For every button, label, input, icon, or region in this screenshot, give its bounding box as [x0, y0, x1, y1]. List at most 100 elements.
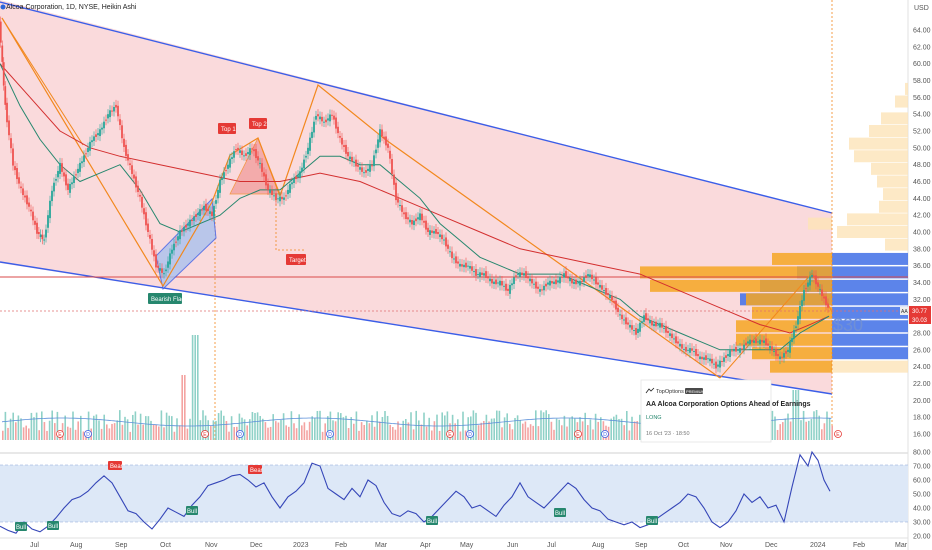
volume-bar	[410, 412, 412, 440]
candle-body	[427, 227, 429, 232]
candle-body	[0, 21, 2, 43]
candle-body	[169, 253, 171, 265]
volume-bar	[98, 420, 100, 440]
volume-bar	[787, 413, 789, 440]
volume-profile-row	[832, 347, 908, 360]
volume-bar	[628, 430, 631, 440]
volume-bar	[22, 427, 25, 440]
candle-body	[657, 324, 659, 326]
svg-text:Bull: Bull	[647, 519, 657, 525]
volume-bar	[555, 418, 558, 440]
candle-body	[59, 162, 61, 174]
volume-bar	[527, 427, 529, 440]
earnings-marker-icon	[56, 430, 64, 438]
volume-bar	[225, 421, 228, 440]
candle-body	[641, 321, 643, 324]
candle-body	[141, 196, 143, 208]
candle-body	[719, 360, 721, 368]
candle-body	[787, 349, 789, 352]
candle-body	[567, 276, 569, 279]
channel-upper-line[interactable]	[0, 1, 833, 214]
symbol-logo-icon	[0, 4, 6, 10]
price-axis[interactable]: 16.0018.0020.0022.0024.0026.0028.0030.00…	[913, 28, 931, 439]
zigzag-line-2[interactable]	[1, 17, 84, 146]
volume-bar	[485, 414, 488, 440]
volume-bar	[402, 420, 404, 440]
volume-profile-row	[883, 188, 908, 201]
candle-body	[647, 318, 649, 321]
candle-body	[347, 152, 349, 157]
rsi-bull-label-4: Bull	[426, 516, 438, 525]
candle-body	[637, 328, 639, 333]
idea-card[interactable]: TopOptions PREMIUM AA Alcoa Corporation …	[640, 379, 811, 443]
volume-bar	[95, 414, 98, 440]
candle-body	[433, 231, 435, 234]
volume-bar	[472, 410, 475, 440]
event-marker-letter: E	[58, 432, 62, 438]
volume-bar	[397, 421, 399, 440]
volume-bar	[618, 419, 620, 440]
candle-body	[101, 127, 103, 130]
volume-bar	[610, 418, 612, 440]
volume-bar	[342, 417, 345, 440]
candle-body	[249, 148, 251, 155]
volume-bar	[332, 420, 334, 440]
candle-body	[295, 176, 297, 180]
volume-bar	[587, 425, 589, 440]
rsi-axis[interactable]: 20.00 30.00 40.00 50.00 60.00 70.00 80.00	[913, 450, 931, 541]
idea-author[interactable]: TopOptions	[656, 389, 684, 395]
volume-bar	[444, 415, 446, 440]
volume-bar	[626, 410, 628, 440]
volume-bar	[522, 423, 524, 440]
candle-body	[415, 218, 417, 222]
volume-bar	[631, 416, 633, 440]
volume-bar	[623, 425, 625, 440]
svg-text:Bearish Flag: Bearish Flag	[151, 297, 185, 303]
candle-body	[623, 319, 625, 321]
time-axis[interactable]: Jul Aug Sep Oct Nov Dec 2023 Feb Mar Apr May Jun Jul…	[30, 542, 908, 549]
time-axis-label: Dec	[250, 542, 263, 549]
candle-body	[34, 220, 36, 225]
svg-text:Top 2: Top 2	[252, 122, 267, 128]
volume-bar	[802, 410, 805, 440]
candle-body	[429, 230, 431, 235]
candle-body	[397, 198, 399, 203]
candle-body	[709, 358, 711, 362]
volume-bar	[826, 411, 828, 440]
volume-bar	[483, 421, 485, 440]
symbol-price-tag: AA	[900, 307, 908, 315]
candle-body	[271, 190, 273, 196]
candle-body	[36, 222, 38, 234]
candle-body	[559, 276, 561, 284]
candle-body	[171, 249, 173, 254]
candle-body	[455, 256, 457, 264]
svg-text:Bear: Bear	[250, 468, 263, 474]
candle-body	[767, 343, 769, 346]
zigzag-line-3[interactable]	[719, 272, 813, 379]
candle-body	[825, 296, 827, 306]
candle-body	[257, 156, 259, 161]
candle-body	[611, 295, 613, 301]
candle-body	[721, 360, 723, 362]
candle-body	[447, 244, 449, 249]
candle-body	[807, 282, 809, 287]
bearish-flag-label: Bearish Flag	[148, 293, 185, 304]
idea-title[interactable]: AA Alcoa Corporation Options Ahead of Ea…	[646, 401, 811, 408]
volume-bar	[371, 415, 373, 440]
candle-body	[587, 274, 589, 277]
zigzag-pattern-lines[interactable]	[1, 17, 721, 379]
rsi-bull-label-2: Bull	[47, 521, 59, 530]
candle-body	[22, 188, 24, 196]
volume-bar	[828, 418, 831, 440]
candle-body	[633, 330, 635, 332]
channel-lower-line[interactable]	[0, 261, 833, 395]
candle-body	[525, 271, 527, 278]
volume-bar	[288, 426, 290, 440]
candle-body	[471, 266, 473, 271]
volume-bar	[28, 428, 30, 440]
candle-body	[87, 147, 89, 153]
candle-body	[143, 208, 145, 215]
candle-body	[503, 285, 505, 287]
candle-body	[599, 284, 601, 288]
